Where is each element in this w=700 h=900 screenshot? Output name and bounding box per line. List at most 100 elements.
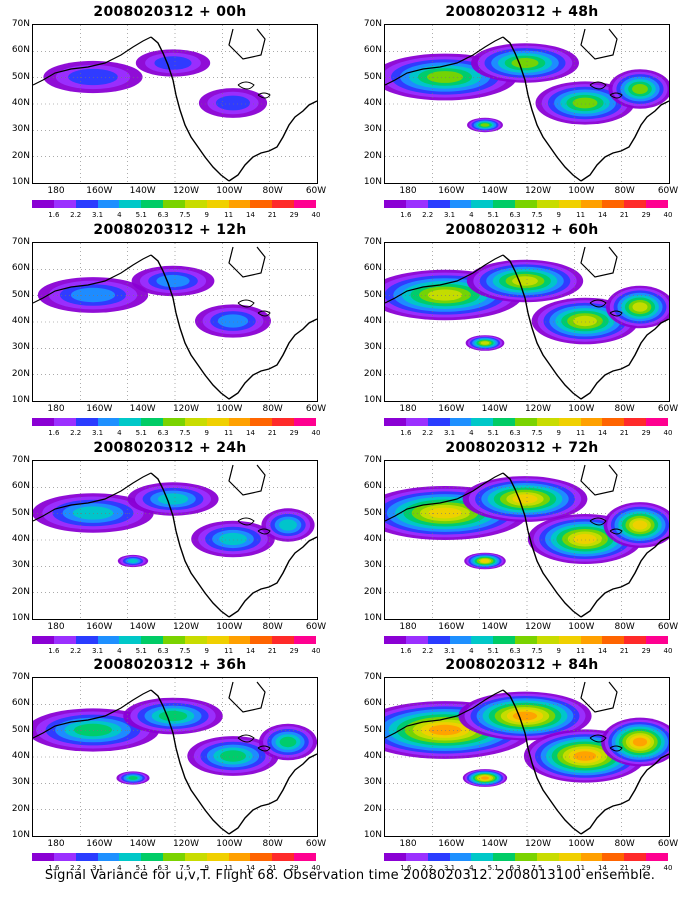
colorbar-label: 7.5	[179, 647, 191, 655]
variance-contour	[72, 506, 114, 520]
colorbar-label: 6.3	[157, 429, 169, 437]
colorbar-label: 6.3	[509, 211, 521, 219]
colorbar-swatch	[624, 418, 647, 426]
colorbar-label: 5.1	[135, 864, 147, 872]
longitude-label: 180	[47, 404, 65, 414]
variance-map	[384, 677, 670, 837]
latitude-label: 20N	[363, 368, 382, 379]
latitude-label: 70N	[11, 455, 30, 465]
colorbar-label: 14	[245, 647, 255, 655]
colorbar-swatch	[32, 636, 54, 644]
colorbar-swatch	[558, 200, 581, 208]
colorbar-label: 29	[289, 429, 299, 437]
longitude-label: 60W	[305, 404, 327, 414]
latitude-label: 40N	[363, 98, 382, 108]
longitude-label: 160W	[86, 404, 113, 414]
colorbar-label: 5.1	[487, 647, 499, 655]
colorbar-label: 40	[311, 429, 321, 437]
colorbar-swatch	[536, 853, 559, 861]
colorbar-swatch	[515, 200, 537, 208]
variance-contour	[158, 710, 188, 722]
variance-contour	[427, 71, 463, 83]
colorbar-label: 21	[267, 864, 277, 872]
latitude-label: 60N	[11, 698, 30, 709]
latitude-label: 60N	[363, 45, 382, 56]
coastline	[33, 36, 152, 86]
latitude-label: 10N	[363, 177, 382, 187]
colorbar-swatch	[206, 636, 229, 644]
latitude-label: 20N	[11, 803, 30, 814]
latitude-label: 20N	[11, 368, 30, 379]
colorbar-label: 1.6	[400, 864, 412, 872]
colorbar-label: 9	[556, 429, 561, 437]
latitude-label: 50N	[363, 724, 382, 735]
map-panel: 2008020312 + 72h 70N 60N 50N 40N 30N 20N 10N 18…	[352, 440, 692, 655]
colorbar-label: 4	[469, 211, 474, 219]
hudson-bay-outline	[228, 681, 266, 713]
variance-contour	[74, 723, 112, 737]
latitude-label: 50N	[11, 724, 30, 735]
longitude-label: 100W	[216, 622, 243, 632]
colorbar-label: 3.1	[443, 864, 456, 872]
colorbar-swatch	[449, 636, 472, 644]
latitude-label: 70N	[11, 672, 30, 682]
colorbar-swatch	[471, 418, 494, 426]
colorbar-swatch	[384, 418, 406, 426]
colorbar-swatch	[119, 418, 142, 426]
colorbar-swatch	[624, 636, 647, 644]
panel-title: 2008020312 + 12h	[93, 222, 247, 238]
colorbar-swatch	[206, 853, 229, 861]
colorbar-swatch	[449, 418, 472, 426]
colorbar-label: 1.6	[400, 211, 412, 219]
colorbar-swatch	[384, 636, 406, 644]
longitude-label: 60W	[305, 622, 327, 632]
colorbar-swatch	[536, 636, 559, 644]
longitude-label: 60W	[305, 186, 327, 196]
colorbar-label: 3.1	[443, 211, 456, 219]
colorbar-label: 21	[267, 429, 277, 437]
colorbar-swatch	[471, 853, 494, 861]
coastline	[150, 254, 317, 400]
map-panel: 2008020312 + 36h 70N 60N 50N 40N 30N 20N 10N 18…	[0, 657, 340, 872]
colorbar-label: 11	[576, 864, 586, 872]
longitude-label: 160W	[438, 404, 465, 414]
colorbar-label: 40	[311, 864, 321, 872]
colorbar-swatch	[163, 200, 185, 208]
colorbar	[384, 853, 668, 861]
map-panel: 2008020312 + 48h 70N 60N 50N 40N 30N 20N 10N 18…	[352, 4, 692, 219]
colorbar-swatch	[250, 200, 273, 208]
longitude-label: 180	[399, 839, 417, 849]
colorbar-swatch	[97, 853, 120, 861]
longitude-label: 160W	[438, 622, 465, 632]
colorbar-swatch	[228, 200, 251, 208]
colorbar-swatch	[272, 200, 295, 208]
longitude-label: 140W	[481, 622, 508, 632]
variance-contour	[573, 534, 597, 544]
latitude-label: 40N	[11, 316, 30, 326]
colorbar-swatch	[624, 853, 647, 861]
colorbar-swatch	[294, 636, 316, 644]
colorbar-label: 40	[663, 647, 673, 655]
colorbar-swatch	[405, 636, 428, 644]
latitude-label: 70N	[11, 19, 30, 29]
variance-contour	[572, 97, 598, 109]
longitude-label: 80W	[262, 622, 283, 632]
colorbar-label: 9	[556, 647, 561, 655]
longitude-label: 60W	[657, 404, 679, 414]
variance-contour	[156, 274, 190, 288]
colorbar-swatch	[515, 853, 537, 861]
longitude-label: 120W	[524, 404, 552, 414]
latitude-label: 70N	[363, 455, 382, 465]
colorbar-swatch	[536, 418, 559, 426]
variance-contour	[511, 58, 539, 68]
longitude-label: 80W	[614, 622, 635, 632]
colorbar-swatch	[294, 200, 316, 208]
colorbar-swatch	[580, 636, 603, 644]
latitude-label: 40N	[11, 98, 30, 108]
colorbar-label: 9	[204, 647, 209, 655]
colorbar-swatch	[515, 418, 537, 426]
colorbar-label: 6.3	[509, 429, 521, 437]
longitude-label: 100W	[216, 839, 243, 849]
latitude-label: 60N	[363, 263, 382, 274]
longitude-label: 120W	[172, 186, 200, 196]
